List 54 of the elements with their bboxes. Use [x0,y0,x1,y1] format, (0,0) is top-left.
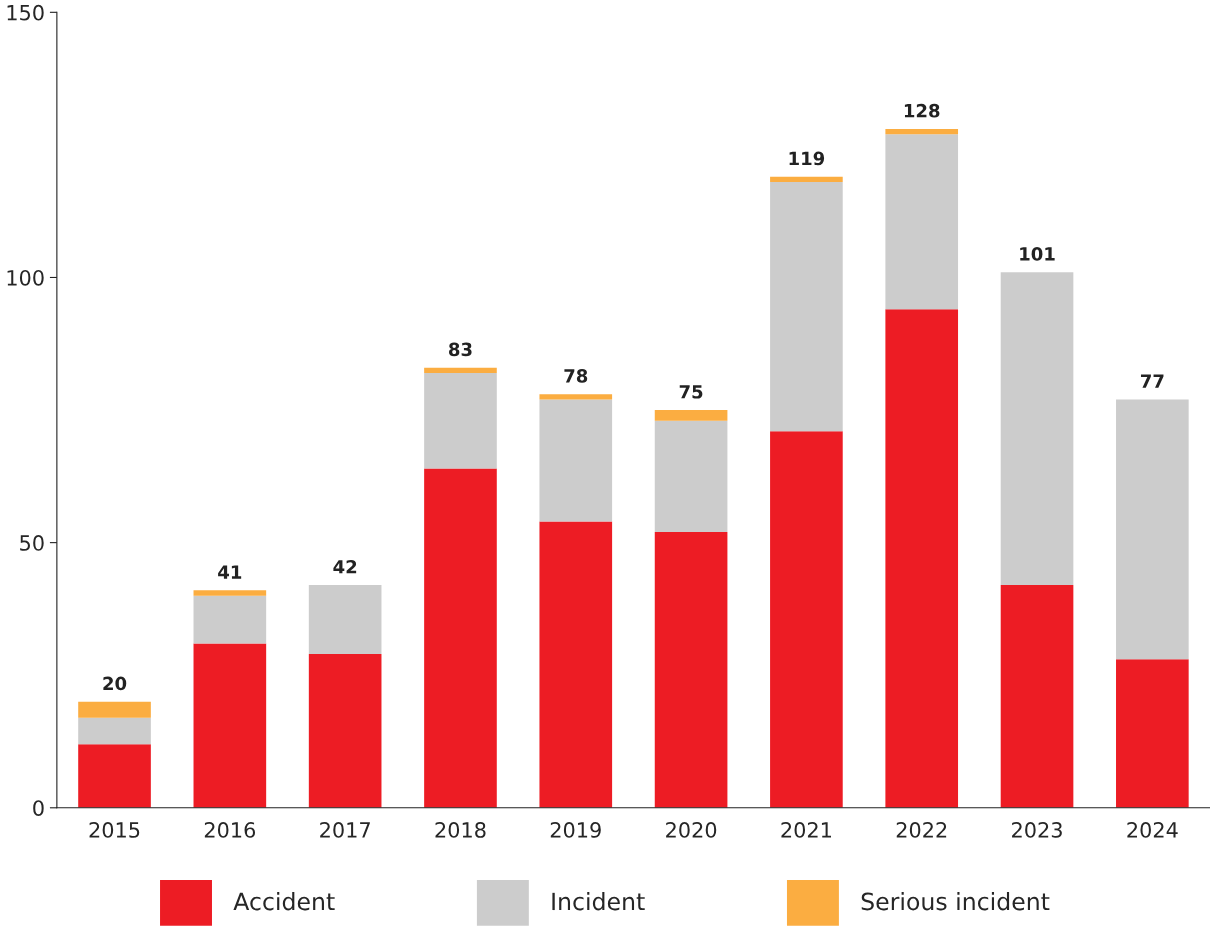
bar [770,182,843,432]
total-label: 83 [449,342,472,357]
bar [308,654,382,808]
x-tick-label: 2015 [89,822,140,838]
total-label: 101 [1020,247,1055,261]
bar [539,394,613,400]
bar [885,128,959,135]
x-tick-label: 2023 [1012,822,1062,838]
bar [78,701,151,718]
legend-label: Incident [552,892,645,911]
legend-label: Accident [233,892,335,911]
bar [193,643,267,808]
x-tick-label: 2018 [435,822,486,838]
y-tick-label: 100 [7,269,44,286]
bar [193,595,267,644]
bar [654,532,728,808]
bar [424,372,497,469]
y-tick-label: 150 [7,4,44,21]
total-label: 119 [789,151,825,166]
total-label: 41 [218,565,242,579]
total-label: 77 [1140,374,1164,388]
bar [1000,585,1074,808]
x-tick-label: 2021 [781,822,831,838]
bar [308,585,382,654]
bar [1000,272,1074,586]
y-tick-label: 0 [33,800,44,816]
bar [770,176,843,183]
bar [424,468,497,808]
total-label: 20 [103,676,127,691]
bar [654,410,728,421]
bar [885,134,959,310]
bar [654,420,728,533]
total-label: 42 [333,559,357,574]
bar [193,590,267,596]
bar [78,717,151,745]
total-label: 128 [904,103,940,118]
total-label: 78 [564,369,588,383]
x-tick-label: 2022 [896,822,947,838]
x-tick-label: 2016 [204,822,256,838]
x-tick-label: 2020 [666,822,717,838]
legend-label: Serious incident [861,892,1050,911]
bar [1116,659,1189,808]
y-tick-label: 50 [20,535,44,551]
x-tick-label: 2017 [320,822,370,838]
x-tick-label: 2024 [1127,822,1178,838]
bar [1116,399,1189,660]
total-label: 75 [679,385,703,399]
bar [539,399,613,522]
bar [424,367,497,373]
bar [539,521,613,808]
bar [885,309,959,808]
x-tick-label: 2019 [550,822,601,838]
bar [78,744,151,808]
bar [770,431,843,808]
